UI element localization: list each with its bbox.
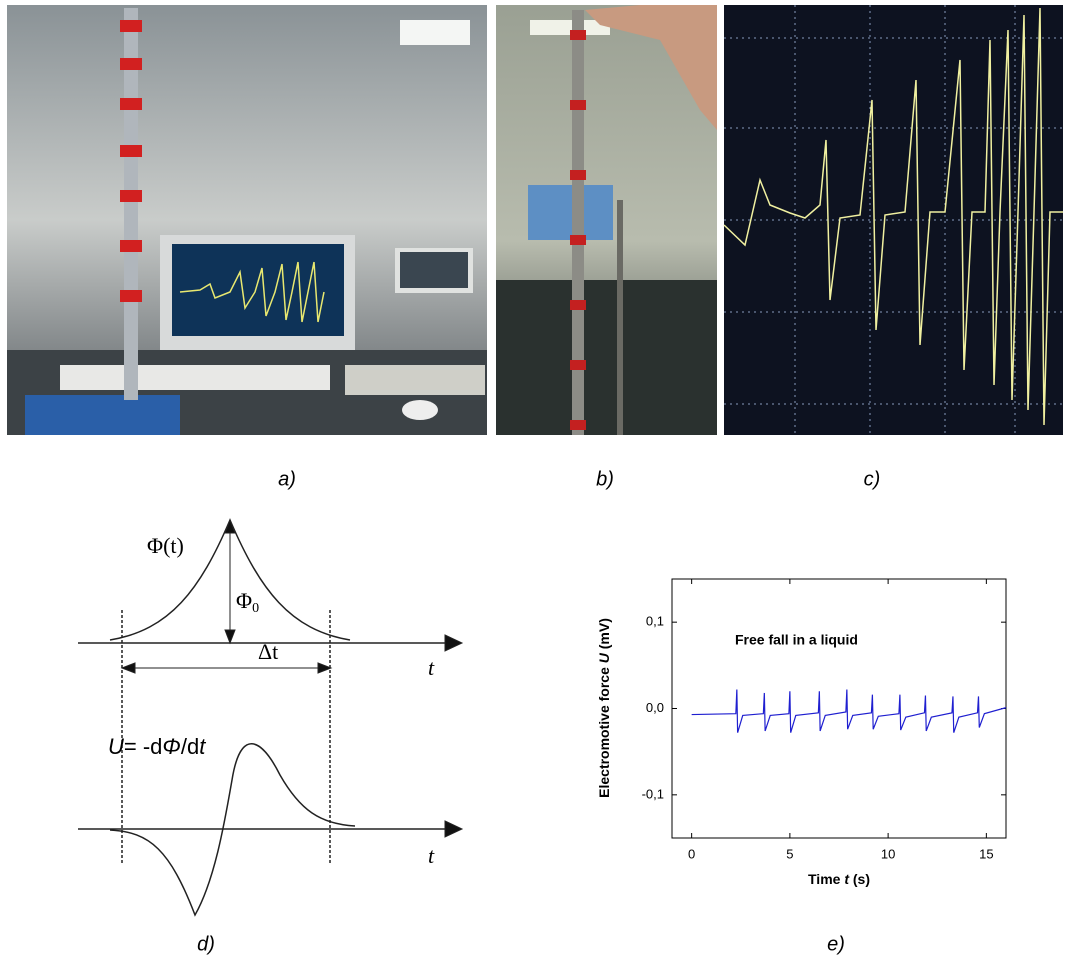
y-tick-label: 0,0 <box>646 700 664 715</box>
diagram-label: t <box>428 655 435 680</box>
x-tick-label: 0 <box>688 846 695 861</box>
diagram-label: Φ(t) <box>147 533 184 558</box>
x-tick-label: 5 <box>786 846 793 861</box>
chart: Free fall in a liquid Time t (s) Electro… <box>596 578 1007 887</box>
label-part: Time <box>808 871 844 887</box>
label-part: Electromotive force <box>596 663 612 798</box>
x-tick-label: 10 <box>881 846 895 861</box>
diagram-label: 0 <box>252 601 259 616</box>
label-part: U <box>596 652 612 663</box>
plot-frame <box>671 578 1007 839</box>
diagram-label: Δt <box>258 639 278 664</box>
label-part: (mV) <box>596 618 612 653</box>
x-axis-label: Time t (s) <box>808 871 870 887</box>
x-tick-label: 15 <box>979 846 993 861</box>
panel-label: d) <box>197 933 215 955</box>
photo-b <box>496 5 717 435</box>
photo-a <box>7 5 487 435</box>
label-part: t <box>844 871 850 887</box>
formula-part: t <box>199 734 206 759</box>
diagram-label: t <box>428 843 435 868</box>
diagram-label: Φ0 <box>236 588 259 616</box>
panel-label: e) <box>827 933 845 955</box>
y-tick-label: 0,1 <box>646 614 664 629</box>
formula-part: Φ <box>162 734 180 759</box>
panel-label: c) <box>864 468 881 490</box>
chart-title: Free fall in a liquid <box>735 632 858 648</box>
label-part: (s) <box>849 871 870 887</box>
diagram-label: Φ <box>236 588 252 613</box>
photo-c <box>723 5 1063 435</box>
formula-part: /d <box>181 734 199 759</box>
formula-part: U <box>108 734 124 759</box>
y-axis-label: Electromotive force U (mV) <box>596 618 612 798</box>
panel-label: a) <box>278 468 296 490</box>
data-line <box>691 689 1007 733</box>
diagram <box>78 518 464 917</box>
diagram-formula: U= -dΦ/dt <box>108 734 206 759</box>
y-tick-label: -0,1 <box>642 786 664 801</box>
formula-part: = -d <box>124 734 163 759</box>
panel-label: b) <box>596 468 614 490</box>
